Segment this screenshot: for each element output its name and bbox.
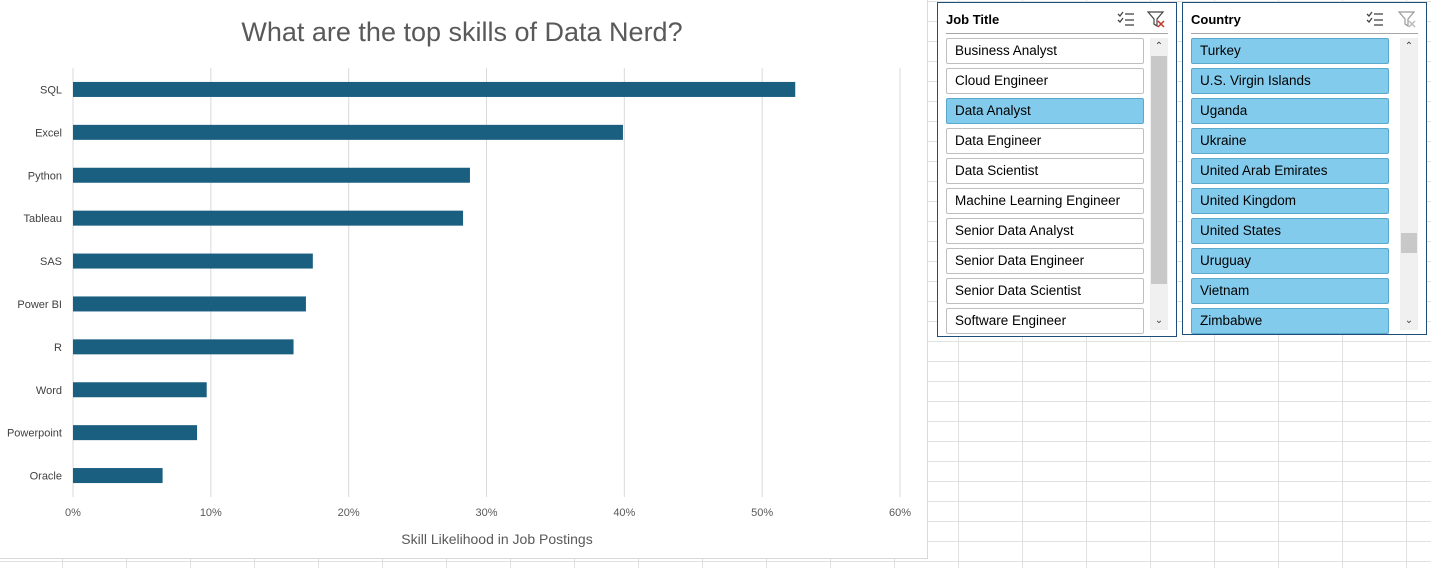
bar bbox=[73, 339, 294, 355]
scrollbar-thumb[interactable] bbox=[1401, 233, 1417, 253]
bar bbox=[73, 253, 313, 269]
slicer-item[interactable]: Zimbabwe bbox=[1191, 308, 1389, 334]
slicer-item[interactable]: Machine Learning Engineer bbox=[946, 188, 1144, 214]
y-tick-label: Tableau bbox=[23, 213, 62, 225]
slicer-header: Country bbox=[1191, 3, 1418, 34]
slicer-item[interactable]: Uganda bbox=[1191, 98, 1389, 124]
bar bbox=[73, 296, 306, 312]
country-slicer[interactable]: Country Turkey U.S. Virgin Islands Uganda U… bbox=[1182, 2, 1427, 335]
slicer-item[interactable]: United Kingdom bbox=[1191, 188, 1389, 214]
slicer-item[interactable]: Vietnam bbox=[1191, 278, 1389, 304]
slicer-header: Job Title bbox=[946, 3, 1168, 34]
slicer-item[interactable]: Data Analyst bbox=[946, 98, 1144, 124]
slicer-title: Job Title bbox=[946, 12, 1000, 27]
slicer-item[interactable]: Senior Data Analyst bbox=[946, 218, 1144, 244]
slicer-item[interactable]: Ukraine bbox=[1191, 128, 1389, 154]
chevron-down-icon[interactable]: ⌄ bbox=[1404, 315, 1414, 326]
y-tick-label: R bbox=[54, 342, 62, 354]
bar bbox=[73, 425, 198, 441]
slicer-item[interactable]: U.S. Virgin Islands bbox=[1191, 68, 1389, 94]
x-tick-label: 50% bbox=[751, 507, 773, 519]
chevron-down-icon[interactable]: ⌄ bbox=[1154, 315, 1164, 326]
x-axis-label: Skill Likelihood in Job Postings bbox=[401, 531, 592, 547]
slicer-item[interactable]: Turkey bbox=[1191, 38, 1389, 64]
slicer-item[interactable]: Business Analyst bbox=[946, 38, 1144, 64]
chevron-up-icon[interactable]: ⌃ bbox=[1404, 41, 1414, 52]
slicer-item[interactable]: Software Engineer bbox=[946, 308, 1144, 334]
slicer-item[interactable]: Cloud Engineer bbox=[946, 68, 1144, 94]
x-tick-label: 10% bbox=[200, 507, 222, 519]
bar bbox=[73, 167, 470, 183]
chevron-up-icon[interactable]: ⌃ bbox=[1154, 41, 1164, 52]
chart-title: What are the top skills of Data Nerd? bbox=[241, 17, 682, 47]
slicer-item[interactable]: United States bbox=[1191, 218, 1389, 244]
bar bbox=[73, 210, 464, 226]
multi-select-icon[interactable] bbox=[1116, 9, 1136, 29]
y-tick-label: Powerpoint bbox=[7, 428, 62, 440]
x-tick-label: 60% bbox=[889, 507, 911, 519]
slicer-title: Country bbox=[1191, 12, 1241, 27]
job-title-slicer[interactable]: Job Title Business Analyst Cloud Engineer… bbox=[937, 2, 1177, 337]
clear-filter-icon[interactable] bbox=[1146, 9, 1166, 29]
y-tick-label: Python bbox=[28, 170, 62, 182]
x-tick-label: 30% bbox=[475, 507, 497, 519]
y-tick-label: Power BI bbox=[17, 299, 62, 311]
y-tick-label: Word bbox=[36, 385, 62, 397]
slicer-item[interactable]: Uruguay bbox=[1191, 248, 1389, 274]
slicer-item[interactable]: United Arab Emirates bbox=[1191, 158, 1389, 184]
slicer-item[interactable]: Data Engineer bbox=[946, 128, 1144, 154]
bar bbox=[73, 468, 163, 484]
multi-select-icon[interactable] bbox=[1365, 9, 1385, 29]
scrollbar-thumb[interactable] bbox=[1151, 56, 1167, 284]
x-tick-label: 0% bbox=[65, 507, 81, 519]
bar bbox=[73, 81, 796, 97]
skills-bar-chart[interactable]: What are the top skills of Data Nerd? 0% 1… bbox=[0, 0, 928, 559]
y-tick-label: SAS bbox=[40, 256, 62, 268]
y-tick-label: SQL bbox=[40, 84, 62, 96]
x-tick-label: 40% bbox=[613, 507, 635, 519]
y-tick-label: Excel bbox=[35, 127, 62, 139]
slicer-item[interactable]: Data Scientist bbox=[946, 158, 1144, 184]
slicer-scrollbar[interactable]: ⌃ ⌄ bbox=[1150, 38, 1168, 330]
chart-canvas: What are the top skills of Data Nerd? 0% 1… bbox=[7, 17, 911, 547]
clear-filter-icon[interactable] bbox=[1397, 9, 1417, 29]
y-tick-label: Oracle bbox=[30, 471, 62, 483]
slicer-item[interactable]: Senior Data Engineer bbox=[946, 248, 1144, 274]
slicer-scrollbar[interactable]: ⌃ ⌄ bbox=[1400, 38, 1418, 330]
bar bbox=[73, 124, 623, 140]
x-tick-label: 20% bbox=[338, 507, 360, 519]
bar bbox=[73, 382, 207, 398]
slicer-item[interactable]: Senior Data Scientist bbox=[946, 278, 1144, 304]
